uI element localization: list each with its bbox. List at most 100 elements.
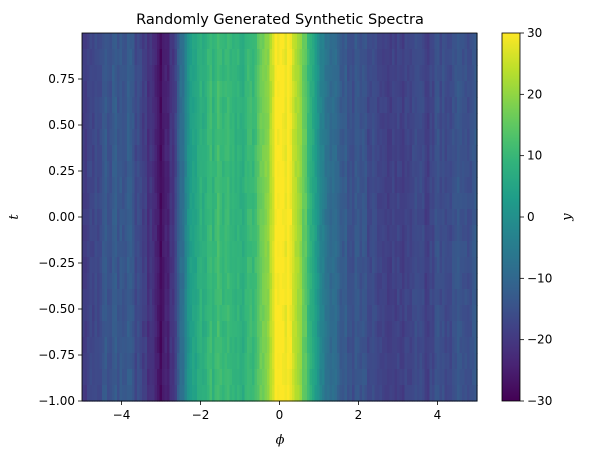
heatmap-cell bbox=[84, 161, 88, 178]
heatmap-cell bbox=[134, 113, 138, 130]
heatmap-cell bbox=[359, 353, 363, 370]
heatmap-cell bbox=[109, 225, 113, 242]
y-axis: −1.00−0.75−0.50−0.250.000.250.500.75 bbox=[38, 72, 82, 408]
heatmap-cell bbox=[282, 289, 286, 306]
heatmap-cell bbox=[449, 369, 453, 386]
heatmap-cell bbox=[267, 33, 271, 50]
heatmap-cell bbox=[127, 289, 131, 306]
heatmap-cell bbox=[149, 337, 153, 354]
heatmap-cell bbox=[244, 305, 248, 322]
heatmap-cell bbox=[144, 273, 148, 290]
heatmap-cell bbox=[404, 97, 408, 114]
heatmap-cell bbox=[304, 369, 308, 386]
heatmap-cell bbox=[304, 241, 308, 258]
heatmap-cell bbox=[469, 321, 473, 338]
heatmap-cell bbox=[194, 49, 198, 66]
heatmap-cell bbox=[207, 273, 211, 290]
heatmap-cell bbox=[442, 305, 446, 322]
heatmap-cell bbox=[417, 209, 421, 226]
heatmap-cell bbox=[342, 225, 346, 242]
heatmap-cell bbox=[152, 145, 156, 162]
heatmap-cell bbox=[109, 353, 113, 370]
heatmap-cell bbox=[444, 65, 448, 82]
heatmap-cell bbox=[164, 353, 168, 370]
heatmap-cell bbox=[422, 321, 426, 338]
heatmap-cell bbox=[122, 209, 126, 226]
heatmap-cell bbox=[427, 289, 431, 306]
heatmap-cell bbox=[337, 369, 341, 386]
heatmap-cell bbox=[187, 49, 191, 66]
heatmap-cell bbox=[452, 369, 456, 386]
heatmap-cell bbox=[277, 97, 281, 114]
heatmap-cell bbox=[432, 257, 436, 274]
heatmap-cell bbox=[459, 289, 463, 306]
heatmap-cell bbox=[412, 65, 416, 82]
heatmap-cell bbox=[227, 49, 231, 66]
heatmap-cell bbox=[149, 161, 153, 178]
heatmap-cell bbox=[367, 241, 371, 258]
heatmap-cell bbox=[337, 33, 341, 50]
heatmap-cell bbox=[89, 33, 93, 50]
heatmap-cell bbox=[374, 65, 378, 82]
heatmap-cell bbox=[244, 337, 248, 354]
heatmap-cell bbox=[219, 81, 223, 98]
heatmap-cell bbox=[147, 33, 151, 50]
heatmap-cell bbox=[242, 273, 246, 290]
heatmap-cell bbox=[392, 385, 396, 402]
heatmap-cell bbox=[242, 193, 246, 210]
heatmap-cell bbox=[372, 337, 376, 354]
heatmap-cell bbox=[424, 273, 428, 290]
heatmap-cell bbox=[112, 65, 116, 82]
heatmap-cell bbox=[474, 193, 478, 210]
heatmap-cell bbox=[219, 289, 223, 306]
heatmap-cell bbox=[209, 241, 213, 258]
heatmap-cell bbox=[204, 193, 208, 210]
heatmap-cell bbox=[109, 321, 113, 338]
heatmap-cell bbox=[342, 145, 346, 162]
heatmap-cell bbox=[194, 113, 198, 130]
heatmap-cell bbox=[462, 145, 466, 162]
colorbar-label: y bbox=[560, 213, 575, 222]
heatmap-cell bbox=[392, 353, 396, 370]
heatmap-cell bbox=[232, 33, 236, 50]
heatmap-cell bbox=[224, 225, 228, 242]
heatmap-cell bbox=[97, 209, 101, 226]
heatmap-cell bbox=[334, 225, 338, 242]
heatmap-cell bbox=[352, 33, 356, 50]
heatmap-cell bbox=[217, 257, 221, 274]
heatmap-cell bbox=[379, 225, 383, 242]
heatmap-cell bbox=[464, 369, 468, 386]
heatmap-cell bbox=[82, 81, 86, 98]
heatmap-cell bbox=[262, 129, 266, 146]
heatmap-cell bbox=[407, 161, 411, 178]
heatmap-cell bbox=[312, 161, 316, 178]
heatmap-cell bbox=[457, 209, 461, 226]
heatmap-cell bbox=[367, 305, 371, 322]
heatmap-cell bbox=[154, 129, 158, 146]
heatmap-cell bbox=[124, 337, 128, 354]
heatmap-cell bbox=[94, 209, 98, 226]
heatmap-cell bbox=[159, 257, 163, 274]
heatmap-cell bbox=[157, 113, 161, 130]
heatmap-cell bbox=[147, 337, 151, 354]
heatmap-cell bbox=[267, 113, 271, 130]
heatmap-cell bbox=[432, 209, 436, 226]
heatmap-cell bbox=[254, 33, 258, 50]
heatmap-cell bbox=[194, 353, 198, 370]
heatmap-cell bbox=[127, 81, 131, 98]
heatmap-cell bbox=[172, 193, 176, 210]
heatmap-cell bbox=[307, 241, 311, 258]
heatmap-cell bbox=[157, 65, 161, 82]
heatmap-cell bbox=[329, 273, 333, 290]
heatmap-cell bbox=[299, 161, 303, 178]
heatmap-cell bbox=[262, 385, 266, 402]
heatmap-cell bbox=[169, 33, 173, 50]
heatmap-cell bbox=[307, 305, 311, 322]
heatmap-cell bbox=[472, 161, 476, 178]
heatmap-cell bbox=[219, 33, 223, 50]
heatmap-cell bbox=[89, 321, 93, 338]
heatmap-cell bbox=[84, 113, 88, 130]
heatmap-cell bbox=[294, 161, 298, 178]
heatmap-cell bbox=[444, 49, 448, 66]
